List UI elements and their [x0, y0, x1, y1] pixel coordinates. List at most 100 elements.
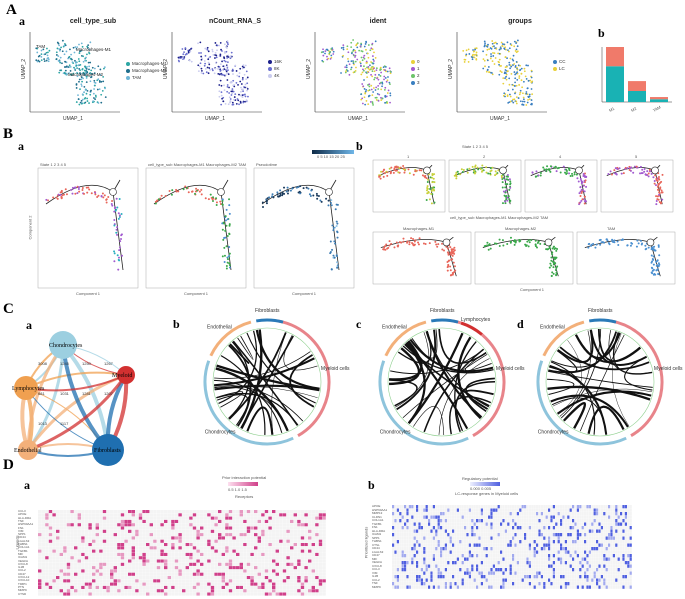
heatmap-cell: [423, 519, 426, 523]
umap-point: [359, 45, 362, 48]
umap-point: [47, 58, 50, 61]
heatmap-cell: [95, 523, 99, 527]
trajectory-point: [414, 170, 417, 173]
trajectory-point: [550, 264, 553, 267]
heatmap-cell: [210, 582, 215, 586]
heatmap-cell: [92, 533, 96, 537]
heatmap-cell: [239, 516, 243, 520]
trajectory-point: [613, 239, 616, 242]
heatmap-cell: [174, 552, 179, 556]
heatmap-cell: [304, 519, 308, 523]
heatmap-cell: [128, 589, 132, 593]
trajectory-point: [420, 169, 423, 172]
heatmap-cell: [572, 508, 575, 512]
heatmap-cell: [425, 526, 428, 530]
trajectory-point: [501, 239, 504, 242]
heatmap-cell: [128, 549, 132, 553]
heatmap-cell: [81, 556, 85, 560]
trajectory-point: [221, 222, 224, 225]
umap-point: [384, 69, 386, 71]
umap-point: [332, 53, 335, 55]
trajectory-point: [392, 171, 395, 174]
heatmap-cell: [221, 526, 225, 530]
heatmap-cell: [509, 512, 512, 516]
heatmap-cell: [254, 569, 258, 573]
umap-point: [203, 60, 206, 62]
heatmap-cell: [210, 592, 215, 596]
heatmap-cell: [92, 569, 96, 573]
trajectory-point: [554, 257, 557, 260]
heatmap-cell: [106, 559, 110, 563]
umap-point: [211, 48, 214, 51]
umap-point: [516, 78, 519, 81]
heatmap-cell: [128, 529, 132, 533]
heatmap-cell: [81, 510, 85, 514]
heatmap-cell: [41, 510, 45, 514]
heatmap-cell: [228, 543, 233, 547]
umap-point: [520, 67, 523, 70]
umap-point: [511, 88, 514, 91]
heatmap-cell: [308, 536, 312, 540]
heatmap-cell: [279, 576, 283, 580]
heatmap-cell: [408, 512, 411, 516]
heatmap-cell: [605, 522, 608, 526]
heatmap-cell: [117, 589, 121, 593]
heatmap-cell: [167, 552, 171, 556]
heatmap-cell: [524, 505, 527, 509]
heatmap-cell: [182, 562, 186, 566]
heatmap-cell: [297, 592, 301, 596]
heatmap-cell: [440, 522, 443, 526]
heatmap-cell: [153, 519, 157, 523]
heatmap-cell: [399, 505, 402, 509]
heatmap-cell: [120, 510, 125, 514]
heatmap-cell: [156, 549, 161, 553]
heatmap-cell: [189, 523, 193, 527]
trajectory-point: [551, 247, 554, 250]
chord-link: [454, 380, 496, 433]
heatmap-cell: [483, 519, 486, 523]
heatmap-cell: [218, 549, 222, 553]
trajectory-point: [422, 242, 425, 245]
trajectory-point: [647, 175, 650, 178]
umap-point: [517, 97, 520, 99]
heatmap-cell: [396, 519, 399, 523]
heatmap-cell: [627, 512, 630, 516]
heatmap-cell: [113, 585, 117, 589]
heatmap-cell: [218, 592, 222, 596]
heatmap-cell: [239, 572, 243, 576]
umap-point: [228, 96, 231, 99]
heatmap-cell: [600, 515, 603, 519]
heatmap-cell: [142, 523, 146, 527]
heatmap-cell: [236, 552, 240, 556]
trajectory-point: [77, 187, 80, 190]
heatmap-cell: [41, 529, 45, 533]
heatmap-cell: [146, 510, 150, 514]
heatmap-cell: [66, 526, 71, 530]
heatmap-cell: [52, 510, 56, 514]
heatmap-cell: [92, 582, 96, 586]
heatmap-cell: [311, 549, 315, 553]
heatmap-cell: [196, 549, 200, 553]
heatmap-cell: [189, 562, 193, 566]
heatmap-cell: [110, 592, 114, 596]
umap-point: [230, 94, 233, 96]
umap-point: [207, 61, 210, 64]
umap-point: [229, 98, 232, 100]
umap-point: [376, 77, 378, 80]
heatmap-cell: [437, 515, 440, 519]
heatmap-cell: [192, 552, 197, 556]
umap-point: [89, 61, 92, 64]
trajectory-point: [501, 202, 504, 205]
heatmap-cell: [567, 515, 570, 519]
heatmap-cell: [428, 515, 431, 519]
heatmap-cell: [411, 526, 414, 530]
heatmap-cell: [70, 585, 74, 589]
trajectory-point: [452, 261, 455, 264]
umap-point: [84, 65, 87, 68]
heatmap-cell: [171, 552, 175, 556]
heatmap-cell: [41, 579, 45, 583]
umap-point: [387, 89, 390, 92]
heatmap-cell: [95, 539, 99, 543]
umap-point: [226, 79, 229, 81]
heatmap-cell: [142, 579, 146, 583]
